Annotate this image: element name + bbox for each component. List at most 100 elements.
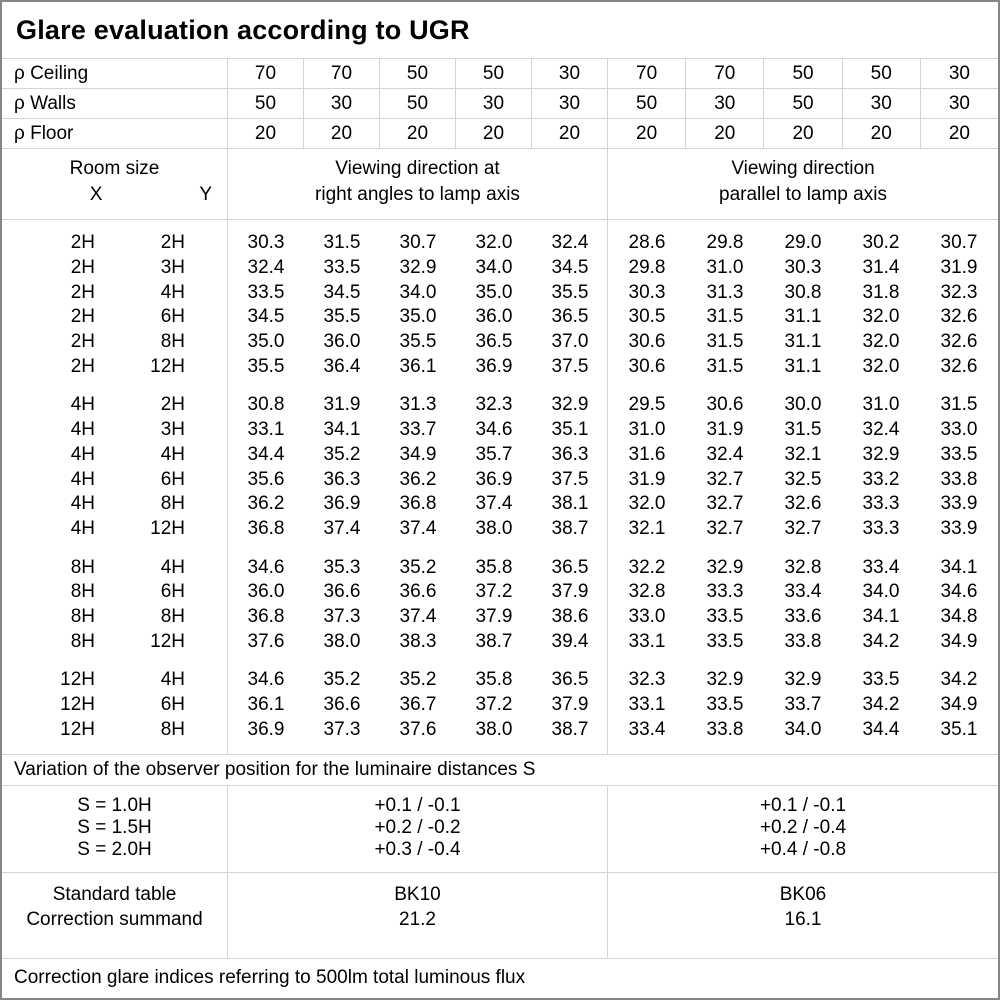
right-angles-values: 36.8 37.3 37.4 37.9 38.6 <box>228 606 608 628</box>
ugr-value: 29.8 <box>628 257 666 279</box>
ugr-value: 37.3 <box>323 605 361 627</box>
ugr-value: 29.5 <box>628 394 666 416</box>
standard-table-value: BK06 <box>779 884 827 905</box>
room-size-block: 4H 2H 30.8 31.9 31.3 32.3 32.9 29.5 30.6 30.0 31.0… <box>2 393 998 541</box>
ugr-value: 33.6 <box>784 605 822 627</box>
ugr-value: 30.3 <box>628 281 666 303</box>
variation-value: +0.2 / -0.2 <box>374 817 461 838</box>
ugr-value: 33.5 <box>706 630 744 652</box>
reflectance-value: 30 <box>532 59 608 88</box>
parallel-header-line1: Viewing direction <box>731 158 875 179</box>
column-divider-left <box>227 220 228 754</box>
room-y-value: 12H <box>150 517 185 539</box>
ugr-value: 34.1 <box>862 605 900 627</box>
variation-value: +0.1 / -0.1 <box>759 795 847 816</box>
ugr-table-body: 2H 2H 30.3 31.5 30.7 32.0 32.4 28.6 29.8 29.0 30.2… <box>2 220 998 755</box>
parallel-values: 31.9 32.7 32.5 33.2 33.8 <box>608 469 998 491</box>
ugr-value: 35.0 <box>475 281 513 303</box>
standard-table-value: BK10 <box>394 884 441 905</box>
correction-summand-value: 21.2 <box>399 909 436 930</box>
ugr-value: 36.4 <box>323 355 361 377</box>
right-angles-header: Viewing direction at right angles to lam… <box>228 149 608 219</box>
ugr-value: 34.0 <box>475 257 513 279</box>
room-x-value: 8H <box>70 605 95 627</box>
ugr-value: 31.9 <box>628 468 666 490</box>
ugr-value: 35.2 <box>399 556 437 578</box>
ugr-value: 33.7 <box>399 419 437 441</box>
ugr-value: 32.0 <box>862 306 900 328</box>
ugr-value: 32.2 <box>628 556 666 578</box>
ugr-value: 38.3 <box>399 630 437 652</box>
ugr-value: 31.5 <box>706 306 744 328</box>
table-row: 2H 12H 35.5 36.4 36.1 36.9 37.5 30.6 31.5 31.1 32.… <box>2 354 998 379</box>
ugr-value: 37.5 <box>551 355 589 377</box>
ugr-value: 32.7 <box>706 468 744 490</box>
ugr-value: 37.0 <box>551 331 589 353</box>
ugr-value: 34.9 <box>940 694 978 716</box>
ugr-value: 36.5 <box>551 556 589 578</box>
table-row: 8H 4H 34.6 35.3 35.2 35.8 36.5 32.2 32.9 32.8 33.4… <box>2 555 998 580</box>
parallel-values: 33.1 33.5 33.7 34.2 34.9 <box>608 694 998 716</box>
ugr-value: 33.9 <box>940 493 978 515</box>
reflectance-value: 20 <box>608 119 687 148</box>
ugr-value: 31.1 <box>784 355 822 377</box>
room-y-value: 4H <box>160 556 185 578</box>
ugr-value: 32.4 <box>862 419 900 441</box>
ugr-value: 32.6 <box>940 355 978 377</box>
variation-right-angles: +0.1 / -0.1 +0.2 / -0.2 +0.3 / -0.4 <box>228 786 608 872</box>
ugr-value: 31.5 <box>706 331 744 353</box>
reflectance-value: 20 <box>532 119 608 148</box>
table-row: 12H 8H 36.9 37.3 37.6 38.0 38.7 33.4 33.8 34.0 34.… <box>2 717 998 742</box>
ugr-value: 37.6 <box>399 718 437 740</box>
reflectance-label: ρ Ceiling <box>2 59 228 88</box>
ugr-value: 33.3 <box>862 517 900 539</box>
parallel-values: 30.6 31.5 31.1 32.0 32.6 <box>608 331 998 353</box>
right-angles-values: 37.6 38.0 38.3 38.7 39.4 <box>228 631 608 653</box>
parallel-values: 32.3 32.9 32.9 33.5 34.2 <box>608 669 998 691</box>
footer-note: Correction glare indices referring to 50… <box>14 967 526 988</box>
ugr-value: 31.1 <box>784 306 822 328</box>
ugr-value: 35.0 <box>247 331 285 353</box>
room-x-value: 2H <box>70 331 95 353</box>
variation-value: +0.3 / -0.4 <box>374 839 461 860</box>
ugr-value: 35.8 <box>475 669 513 691</box>
room-y-value: 3H <box>160 257 185 279</box>
parallel-header: Viewing direction parallel to lamp axis <box>608 149 998 219</box>
table-row: 4H 12H 36.8 37.4 37.4 38.0 38.7 32.1 32.7 32.7 33.… <box>2 517 998 542</box>
room-y-value: 2H <box>160 232 185 254</box>
ugr-value: 32.3 <box>940 281 978 303</box>
ugr-value: 33.9 <box>940 517 978 539</box>
table-row: 4H 3H 33.1 34.1 33.7 34.6 35.1 31.0 31.9 31.5 32.4… <box>2 418 998 443</box>
ugr-value: 37.9 <box>475 605 513 627</box>
parallel-values: 30.3 31.3 30.8 31.8 32.3 <box>608 282 998 304</box>
ugr-value: 29.0 <box>784 232 822 254</box>
ugr-value: 36.8 <box>247 605 285 627</box>
parallel-values: 32.1 32.7 32.7 33.3 33.9 <box>608 518 998 540</box>
ugr-value: 36.6 <box>399 581 437 603</box>
table-header-band: Room size X Y Viewing direction at right… <box>2 149 998 220</box>
ugr-value: 33.5 <box>247 281 285 303</box>
ugr-value: 31.0 <box>628 419 666 441</box>
ugr-value: 32.9 <box>399 257 437 279</box>
reflectance-value: 70 <box>686 59 765 88</box>
ugr-value: 35.1 <box>940 718 978 740</box>
room-size-label: Room size <box>69 158 160 179</box>
ugr-value: 35.0 <box>399 306 437 328</box>
ugr-value: 34.2 <box>940 669 978 691</box>
ugr-value: 35.6 <box>247 468 285 490</box>
table-row: 4H 2H 30.8 31.9 31.3 32.3 32.9 29.5 30.6 30.0 31.0… <box>2 393 998 418</box>
ugr-value: 33.1 <box>247 419 285 441</box>
ugr-value: 35.5 <box>247 355 285 377</box>
right-angles-values: 35.6 36.3 36.2 36.9 37.5 <box>228 469 608 491</box>
reflectance-label: ρ Walls <box>2 89 228 118</box>
ugr-value: 36.9 <box>475 468 513 490</box>
ugr-value: 33.1 <box>628 630 666 652</box>
room-x-value: 4H <box>70 443 95 465</box>
ugr-value: 36.9 <box>475 355 513 377</box>
reflectance-value: 50 <box>843 59 921 88</box>
parallel-values: 30.5 31.5 31.1 32.0 32.6 <box>608 306 998 328</box>
parallel-values: 29.8 31.0 30.3 31.4 31.9 <box>608 257 998 279</box>
ugr-value: 32.5 <box>784 468 822 490</box>
ugr-value: 32.9 <box>551 394 589 416</box>
